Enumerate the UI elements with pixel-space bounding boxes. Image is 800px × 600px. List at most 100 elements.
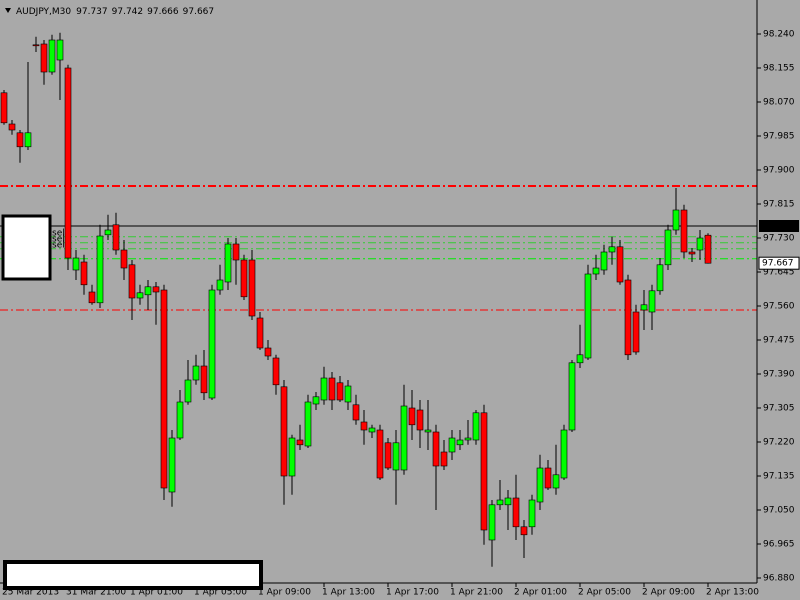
candle-body	[360, 421, 368, 431]
bid-label-box	[758, 256, 800, 270]
candle-body	[688, 251, 696, 255]
candle-body	[696, 237, 704, 251]
candle-body	[392, 442, 400, 471]
y-tick-label: 98.070	[763, 98, 795, 108]
candle-body	[112, 224, 120, 251]
candle-body	[368, 427, 376, 433]
candle-body	[592, 267, 600, 275]
candle-body	[488, 504, 496, 541]
bid-label: 97.667	[762, 259, 794, 269]
y-tick-label: 97.900	[763, 166, 795, 176]
candle-body	[280, 386, 288, 477]
candle-body	[600, 251, 608, 271]
x-tick-label: 1 Apr 21:00	[450, 588, 503, 598]
x-tick-label: 2 Apr 01:00	[514, 588, 567, 598]
candle-body	[72, 257, 80, 271]
x-tick-label: 25 Mar 2013	[2, 588, 59, 598]
candle-body	[480, 412, 488, 531]
candle-body	[672, 209, 680, 231]
candle-body	[152, 286, 160, 293]
candle-body	[704, 234, 712, 264]
candle-body	[40, 43, 48, 73]
candle-body	[536, 467, 544, 503]
y-tick-label: 97.135	[763, 472, 795, 482]
candle-body	[192, 365, 200, 381]
candle-body	[552, 474, 560, 489]
candle-body	[136, 292, 144, 299]
candle-body	[416, 409, 424, 431]
candle-body	[24, 132, 32, 148]
ask-label: 97.760	[762, 222, 794, 232]
candle-body	[128, 264, 136, 299]
x-tick-label: 2 Apr 05:00	[578, 588, 631, 598]
candle-body	[264, 347, 272, 357]
candle-body	[504, 497, 512, 506]
order-label: sel	[52, 234, 65, 244]
ask-label-box	[759, 220, 799, 232]
candle-body	[624, 279, 632, 356]
candle-body	[80, 261, 88, 286]
y-tick-label: 97.560	[763, 302, 795, 312]
menu-triangle[interactable]	[5, 8, 11, 13]
y-tick-label: 97.985	[763, 132, 795, 142]
candle-body	[512, 497, 520, 528]
candle-body	[520, 526, 528, 536]
candle-body	[424, 429, 432, 433]
y-tick-label: 97.475	[763, 336, 795, 346]
candle-body	[320, 377, 328, 401]
candle-body	[56, 39, 64, 61]
panel	[1, 214, 52, 281]
candle-body	[8, 123, 16, 131]
candle-body	[272, 357, 280, 386]
candle-body	[608, 246, 616, 253]
header-close: 97.667	[183, 7, 215, 17]
candle-body	[48, 39, 56, 73]
candle-body	[120, 249, 128, 269]
candle-body	[200, 365, 208, 394]
chart-header: AUDJPY,M30 97.737 97.742 97.666 97.667	[16, 7, 214, 17]
y-tick-label: 97.305	[763, 404, 795, 414]
y-tick-label: 97.390	[763, 370, 795, 380]
candle-body	[440, 451, 448, 467]
x-tick-label: 1 Apr 09:00	[258, 588, 311, 598]
candle-body	[432, 431, 440, 467]
candle-body	[376, 429, 384, 479]
candle-body	[632, 311, 640, 353]
candle-body	[16, 132, 24, 148]
candle-body	[232, 243, 240, 261]
x-tick-label: 1 Apr 01:00	[130, 588, 183, 598]
x-tick-label: 1 Apr 05:00	[194, 588, 247, 598]
y-tick-label: 97.645	[763, 268, 795, 278]
candle-body	[104, 229, 112, 236]
candle-body	[32, 44, 40, 47]
candle-body	[656, 264, 664, 292]
candle-body	[144, 286, 152, 296]
candle-body	[248, 259, 256, 317]
candle-body	[408, 407, 416, 426]
candle-body	[88, 291, 96, 304]
candle-body	[288, 437, 296, 477]
y-tick-label: 97.730	[763, 234, 795, 244]
candle-body	[168, 437, 176, 493]
candle-body	[456, 439, 464, 446]
candle-body	[0, 92, 8, 124]
candle-body	[384, 442, 392, 469]
candle-body	[328, 377, 336, 401]
candle-body	[304, 401, 312, 447]
symbol: AUDJPY,M30	[16, 7, 71, 17]
candle-body	[336, 382, 344, 401]
header-high: 97.742	[112, 7, 144, 17]
y-tick-label: 97.815	[763, 200, 795, 210]
candle-body	[184, 379, 192, 403]
y-tick-label: 96.965	[763, 540, 795, 550]
candle-body	[256, 317, 264, 349]
y-tick-label: 98.155	[763, 64, 795, 74]
order-label: sel	[52, 240, 65, 250]
candle-body	[568, 362, 576, 431]
candle-body	[448, 437, 456, 453]
y-tick-label: 97.050	[763, 506, 795, 516]
candle-body	[240, 259, 248, 298]
candle-body	[296, 439, 304, 446]
candle-body	[576, 354, 584, 364]
